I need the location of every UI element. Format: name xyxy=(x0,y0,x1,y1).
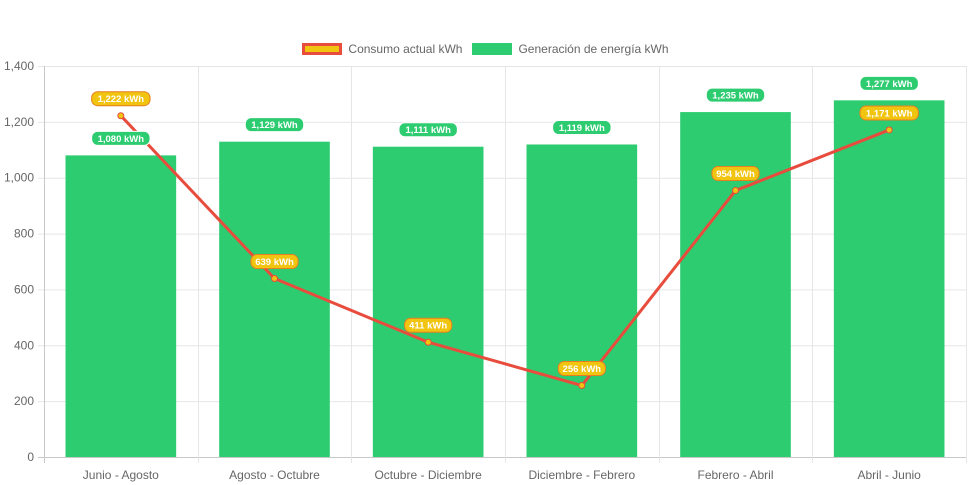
axis-layer: 0 200 400 600 800 1,000 1,200 1,400 Junio - Agos… xyxy=(4,59,921,482)
y-tick-label: 0 xyxy=(27,450,34,464)
point-consumo[interactable] xyxy=(578,382,586,390)
x-tick-label: Junio - Agosto xyxy=(83,468,159,482)
legend-swatch-generacion xyxy=(472,43,513,55)
x-tick-label: Febrero - Abril xyxy=(697,468,773,482)
line-data-label-bg xyxy=(250,254,299,270)
chart-legend: Consumo actual kWh Generación de energía… xyxy=(0,42,971,56)
bar-generacion[interactable] xyxy=(526,144,638,457)
bar-data-label-bg xyxy=(244,117,305,133)
bar-generacion[interactable] xyxy=(833,100,945,457)
bar-data-label: 1,235 kWh xyxy=(705,87,766,103)
line-data-label: 256 kWh xyxy=(557,361,606,377)
line-data-label-text: 639 kWh xyxy=(255,257,294,268)
line-data-label: 954 kWh xyxy=(711,166,760,182)
line-data-label-text: 411 kWh xyxy=(409,321,447,332)
bar-generacion[interactable] xyxy=(372,146,484,458)
line-data-label-bg xyxy=(711,166,760,182)
bar-label-layer: 1,080 kWh 1,129 kWh 1,111 kWh 1,119 kWh 1,23… xyxy=(91,75,919,146)
bar-data-label-bg xyxy=(552,119,612,135)
line-data-label-text: 256 kWh xyxy=(563,364,602,375)
line-data-label-bg xyxy=(91,91,151,107)
bar-data-label-text: 1,119 kWh xyxy=(559,123,605,134)
point-consumo[interactable] xyxy=(117,112,125,120)
x-tick-label: Octubre - Diciembre xyxy=(374,468,482,482)
bar-data-label-text: 1,080 kWh xyxy=(98,134,145,145)
line-data-label-bg xyxy=(859,105,919,121)
y-tick-label: 600 xyxy=(14,282,34,296)
bar-generacion[interactable] xyxy=(680,112,791,457)
y-tick-label: 200 xyxy=(14,394,34,408)
bar-data-label: 1,277 kWh xyxy=(859,75,919,91)
bar-data-label-bg xyxy=(91,130,151,146)
legend-item-generacion[interactable]: Generación de energía kWh xyxy=(472,42,669,56)
y-tick-label: 1,000 xyxy=(4,171,34,185)
x-tick-label: Diciembre - Febrero xyxy=(528,468,635,482)
line-data-label-bg xyxy=(404,317,453,333)
line-label-layer: 1,222 kWh 639 kWh 411 kWh 256 kWh 954 kWh 1,1… xyxy=(91,91,919,377)
bar-data-label-text: 1,235 kWh xyxy=(712,91,759,102)
line-layer xyxy=(117,112,893,390)
legend-item-consumo[interactable]: Consumo actual kWh xyxy=(302,42,462,56)
bar-data-label-bg xyxy=(859,75,919,91)
y-tick-label: 400 xyxy=(14,338,34,352)
line-data-label: 1,222 kWh xyxy=(91,91,151,107)
line-consumo xyxy=(119,114,890,388)
y-tick-label: 1,400 xyxy=(4,59,34,73)
bar-data-label-text: 1,111 kWh xyxy=(405,125,451,136)
x-tick-label: Agosto - Octubre xyxy=(229,468,320,482)
point-consumo[interactable] xyxy=(424,338,432,346)
bar-data-label-bg xyxy=(398,122,458,138)
legend-label-consumo: Consumo actual kWh xyxy=(348,42,463,56)
bar-data-label-bg xyxy=(705,87,766,103)
bar-generacion[interactable] xyxy=(65,155,177,457)
line-data-label-text: 1,171 kWh xyxy=(866,108,913,119)
line-data-label: 411 kWh xyxy=(404,317,453,333)
line-data-label-text: 954 kWh xyxy=(716,169,755,180)
bar-data-label-text: 1,277 kWh xyxy=(866,79,913,90)
line-data-label: 1,171 kWh xyxy=(859,105,919,121)
point-consumo[interactable] xyxy=(271,275,278,283)
line-data-label: 639 kWh xyxy=(250,254,299,270)
bar-data-label: 1,119 kWh xyxy=(552,119,612,135)
bar-generacion[interactable] xyxy=(219,141,330,457)
point-consumo[interactable] xyxy=(732,187,739,195)
line-data-label-bg xyxy=(557,361,606,377)
point-consumo[interactable] xyxy=(885,126,893,134)
y-tick-label: 1,200 xyxy=(4,115,34,129)
bar-data-label: 1,129 kWh xyxy=(244,117,305,133)
grid-layer xyxy=(38,66,967,463)
bar-data-label: 1,080 kWh xyxy=(91,130,151,146)
y-tick-label: 800 xyxy=(14,227,34,241)
bar-data-label: 1,111 kWh xyxy=(398,122,458,138)
bar-layer xyxy=(65,100,945,458)
line-data-label-text: 1,222 kWh xyxy=(98,94,145,105)
legend-label-generacion: Generación de energía kWh xyxy=(518,42,669,56)
x-tick-label: Abril - Junio xyxy=(857,468,921,482)
legend-swatch-consumo xyxy=(302,43,343,55)
bar-data-label-text: 1,129 kWh xyxy=(251,120,298,131)
